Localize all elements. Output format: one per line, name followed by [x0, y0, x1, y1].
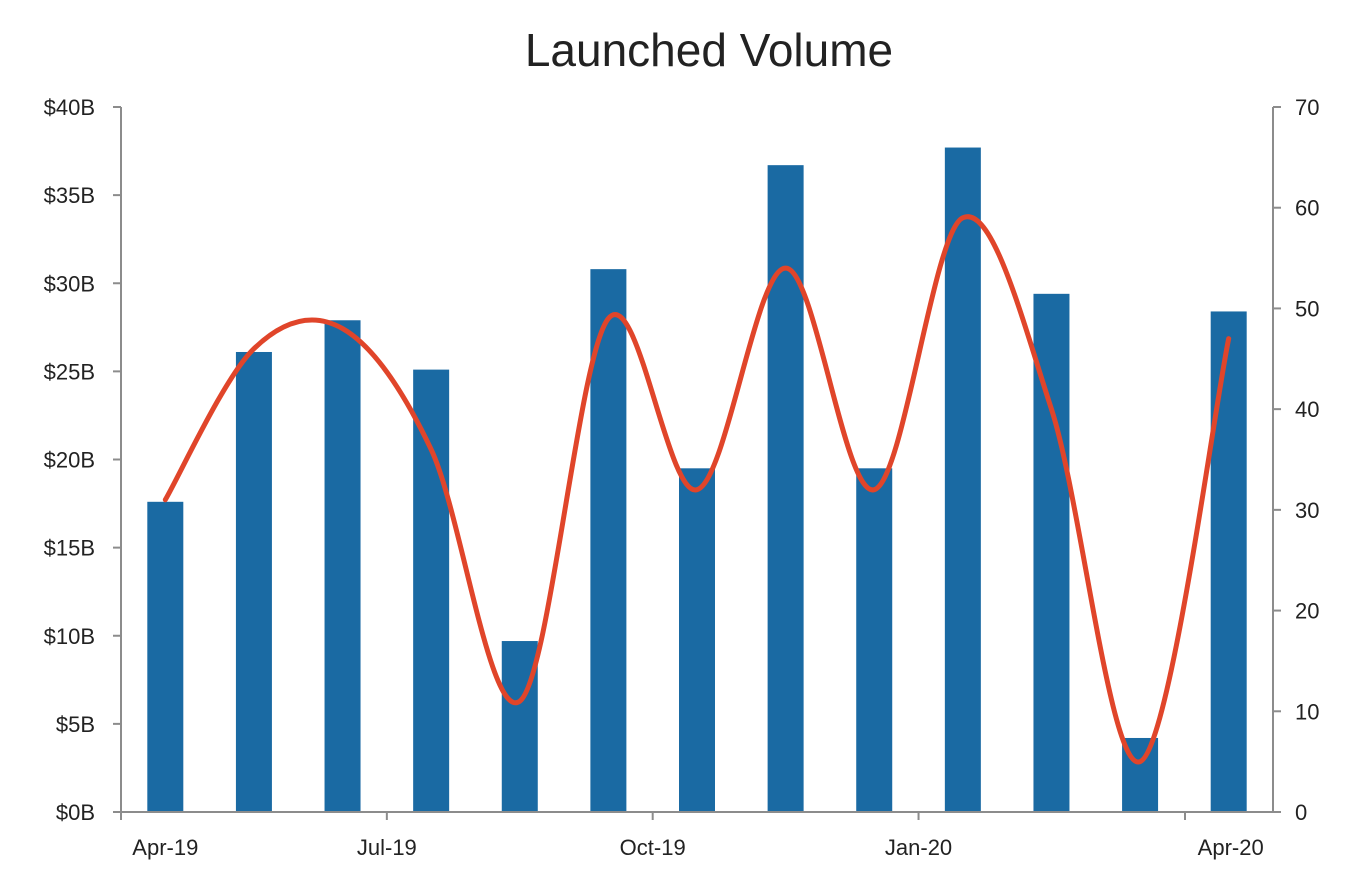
bar-dec-19: [856, 468, 893, 812]
x-tick-label: Apr-20: [1198, 835, 1264, 860]
left-tick-label: $15B: [44, 536, 95, 561]
left-tick-label: $30B: [44, 271, 95, 296]
left-tick-label: $20B: [44, 448, 95, 473]
left-tick-label: $10B: [44, 624, 95, 649]
bar-nov-19: [767, 165, 804, 813]
bars-layer: [147, 147, 1247, 813]
right-tick-label: 0: [1295, 800, 1307, 825]
right-tick-label: 70: [1295, 95, 1319, 120]
right-tick-label: 30: [1295, 498, 1319, 523]
left-tick-label: $25B: [44, 359, 95, 384]
left-tick-label: $0B: [56, 800, 95, 825]
bar-sep-19: [590, 269, 627, 812]
x-tick-label: Jul-19: [357, 835, 417, 860]
bar-apr-20: [1210, 311, 1247, 812]
x-tick-label: Apr-19: [132, 835, 198, 860]
right-tick-label: 20: [1295, 599, 1319, 624]
axes-layer: $0B $5B $10B $15B $20B $25B $30B $35B $40B 0 10 20 3…: [44, 95, 1320, 860]
left-tick-label: $35B: [44, 183, 95, 208]
left-tick-label: $40B: [44, 95, 95, 120]
bar-may-19: [235, 351, 272, 812]
launch-count-line: [162, 214, 1232, 765]
chart-title: Launched Volume: [525, 24, 893, 76]
bar-apr-19: [147, 501, 184, 812]
bar-jul-19: [413, 369, 450, 812]
line-layer: [162, 214, 1232, 765]
bar-jan-20: [944, 147, 981, 813]
x-tick-label: Jan-20: [885, 835, 952, 860]
x-tick-label: Oct-19: [620, 835, 686, 860]
bar-feb-20: [1033, 293, 1070, 812]
right-tick-label: 10: [1295, 699, 1319, 724]
left-tick-label: $5B: [56, 712, 95, 737]
bar-jun-19: [324, 320, 361, 812]
bar-oct-19: [679, 468, 715, 812]
right-tick-label: 40: [1295, 397, 1319, 422]
right-tick-label: 60: [1295, 196, 1319, 221]
right-tick-label: 50: [1295, 296, 1319, 321]
